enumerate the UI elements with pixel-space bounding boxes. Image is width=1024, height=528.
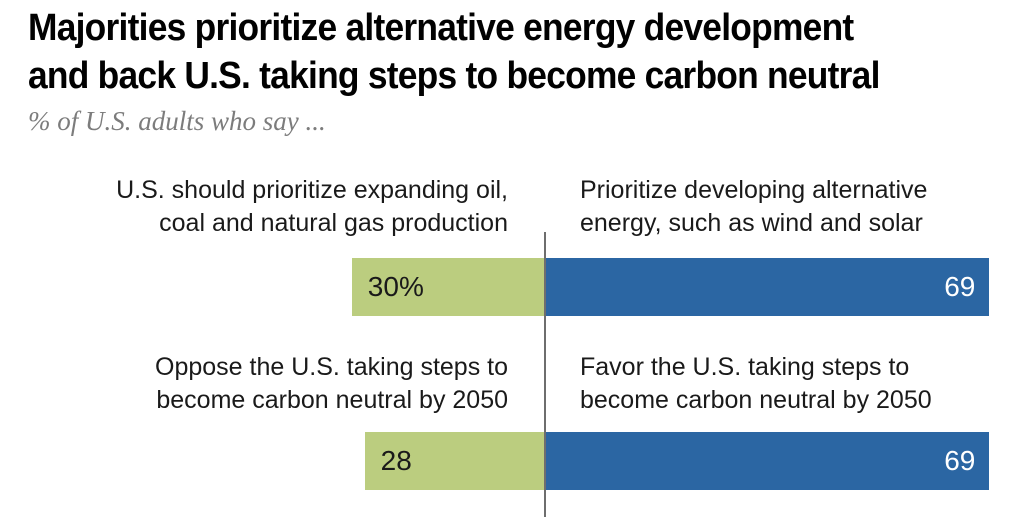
row-1-left-bar: 30% bbox=[351, 258, 545, 316]
chart-title-line-2: and back U.S. taking steps to become car… bbox=[28, 55, 880, 97]
chart-title-line-1: Majorities prioritize alternative energy… bbox=[28, 7, 854, 49]
row-2-left-bar: 28 bbox=[364, 432, 545, 490]
row-1-right-label-line-1: Prioritize developing alternative bbox=[580, 176, 928, 204]
row-1-right-label-line-2: energy, such as wind and solar bbox=[580, 209, 923, 237]
row-2-right-value: 69 bbox=[944, 445, 976, 476]
row-2-right-label: Favor the U.S. taking steps to become car… bbox=[580, 351, 1010, 417]
row-2-left-label: Oppose the U.S. taking steps to become ca… bbox=[38, 351, 508, 417]
row-2-left-value: 28 bbox=[380, 445, 412, 476]
chart-subtitle: % of U.S. adults who say ... bbox=[28, 106, 326, 136]
row-2-left-label-line-2: become carbon neutral by 2050 bbox=[156, 386, 508, 414]
row-2-left-label-line-1: Oppose the U.S. taking steps to bbox=[155, 353, 508, 381]
row-1-left-label: U.S. should prioritize expanding oil, coa… bbox=[38, 174, 508, 240]
row-2-right-bar: 69 bbox=[545, 432, 990, 490]
row-1-right-bar: 69 bbox=[545, 258, 990, 316]
row-1-left-label-line-2: coal and natural gas production bbox=[159, 209, 508, 237]
row-1-right-value: 69 bbox=[944, 271, 976, 302]
center-axis-line bbox=[544, 232, 546, 517]
chart-title: Majorities prioritize alternative energy… bbox=[28, 4, 880, 100]
row-1-left-label-line-1: U.S. should prioritize expanding oil, bbox=[116, 176, 508, 204]
row-2-right-label-line-2: become carbon neutral by 2050 bbox=[580, 386, 932, 414]
row-1-left-value: 30% bbox=[367, 271, 424, 302]
row-1-right-label: Prioritize developing alternative energy,… bbox=[580, 174, 1010, 240]
row-2-right-label-line-1: Favor the U.S. taking steps to bbox=[580, 353, 910, 381]
